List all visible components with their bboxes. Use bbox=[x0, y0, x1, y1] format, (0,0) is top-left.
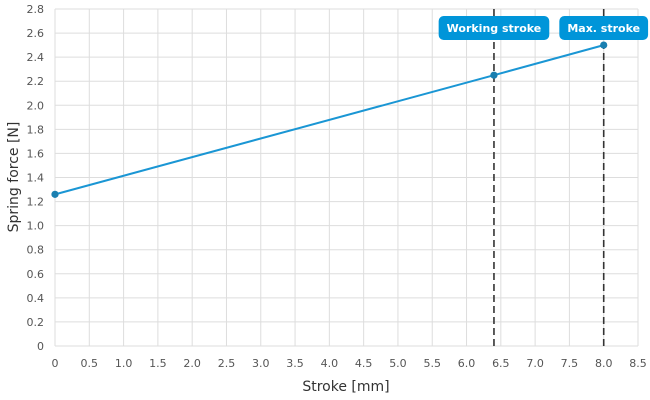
x-tick-label: 0 bbox=[52, 357, 59, 370]
x-tick-label: 5.5 bbox=[423, 357, 441, 370]
x-tick-label: 2.5 bbox=[218, 357, 236, 370]
x-tick-label: 6.5 bbox=[492, 357, 510, 370]
y-tick-label: 2.2 bbox=[27, 75, 45, 88]
x-tick-label: 6.0 bbox=[458, 357, 476, 370]
callout-label: Max. stroke bbox=[567, 22, 640, 35]
y-tick-label: 1.0 bbox=[27, 220, 45, 233]
y-tick-label: 0.6 bbox=[27, 268, 45, 281]
y-tick-label: 1.6 bbox=[27, 147, 45, 160]
x-tick-label: 4.0 bbox=[321, 357, 339, 370]
x-tick-label: 7.0 bbox=[526, 357, 544, 370]
stroke-callout: Max. stroke bbox=[559, 16, 649, 40]
series bbox=[51, 41, 608, 198]
data-point bbox=[600, 41, 608, 49]
y-tick-label: 1.2 bbox=[27, 196, 45, 209]
x-tick-label: 1.0 bbox=[115, 357, 133, 370]
x-tick-label: 5.0 bbox=[389, 357, 407, 370]
y-tick-label: 0.4 bbox=[27, 292, 45, 305]
data-point bbox=[51, 190, 59, 198]
x-tick-label: 4.5 bbox=[355, 357, 373, 370]
y-tick-label: 1.8 bbox=[27, 123, 45, 136]
stroke-callout: Working stroke bbox=[438, 16, 550, 40]
x-tick-label: 3.0 bbox=[252, 357, 270, 370]
callout-label: Working stroke bbox=[447, 22, 542, 35]
y-axis-title: Spring force [N] bbox=[6, 122, 22, 233]
x-tick-label: 0.5 bbox=[81, 357, 99, 370]
y-tick-label: 0.2 bbox=[27, 316, 45, 329]
x-axis-title: Stroke [mm] bbox=[302, 379, 389, 395]
grid bbox=[54, 8, 639, 347]
x-axis-ticks: 0 0.5 1.0 1.5 2.0 2.5 3.0 3.5 4.0 4.5 5.0 5.5 6.0 6.5… bbox=[52, 357, 647, 370]
y-tick-label: 2.4 bbox=[27, 51, 45, 64]
x-tick-label: 1.5 bbox=[149, 357, 167, 370]
callout-badge bbox=[438, 16, 550, 40]
y-tick-label: 2.6 bbox=[27, 27, 45, 40]
stroke-callouts: Working stroke Max. stroke bbox=[438, 16, 649, 40]
y-tick-label: 2.0 bbox=[27, 99, 45, 112]
x-tick-label: 8.5 bbox=[629, 357, 647, 370]
callout-badge bbox=[559, 16, 649, 40]
data-point bbox=[490, 71, 498, 79]
stroke-marker-lines bbox=[493, 9, 605, 346]
y-tick-label: 0.8 bbox=[27, 244, 45, 257]
x-tick-label: 8.0 bbox=[595, 357, 613, 370]
x-tick-label: 2.0 bbox=[183, 357, 201, 370]
x-tick-label: 3.5 bbox=[286, 357, 304, 370]
y-tick-label: 0 bbox=[37, 340, 44, 353]
y-axis-ticks: 0 0.2 0.4 0.6 0.8 1.0 1.2 1.4 1.6 1.8 2.0 2.2 2.4 2.6… bbox=[27, 3, 45, 353]
x-tick-label: 7.5 bbox=[561, 357, 579, 370]
y-tick-label: 2.8 bbox=[27, 3, 45, 16]
y-tick-label: 1.4 bbox=[27, 172, 45, 185]
